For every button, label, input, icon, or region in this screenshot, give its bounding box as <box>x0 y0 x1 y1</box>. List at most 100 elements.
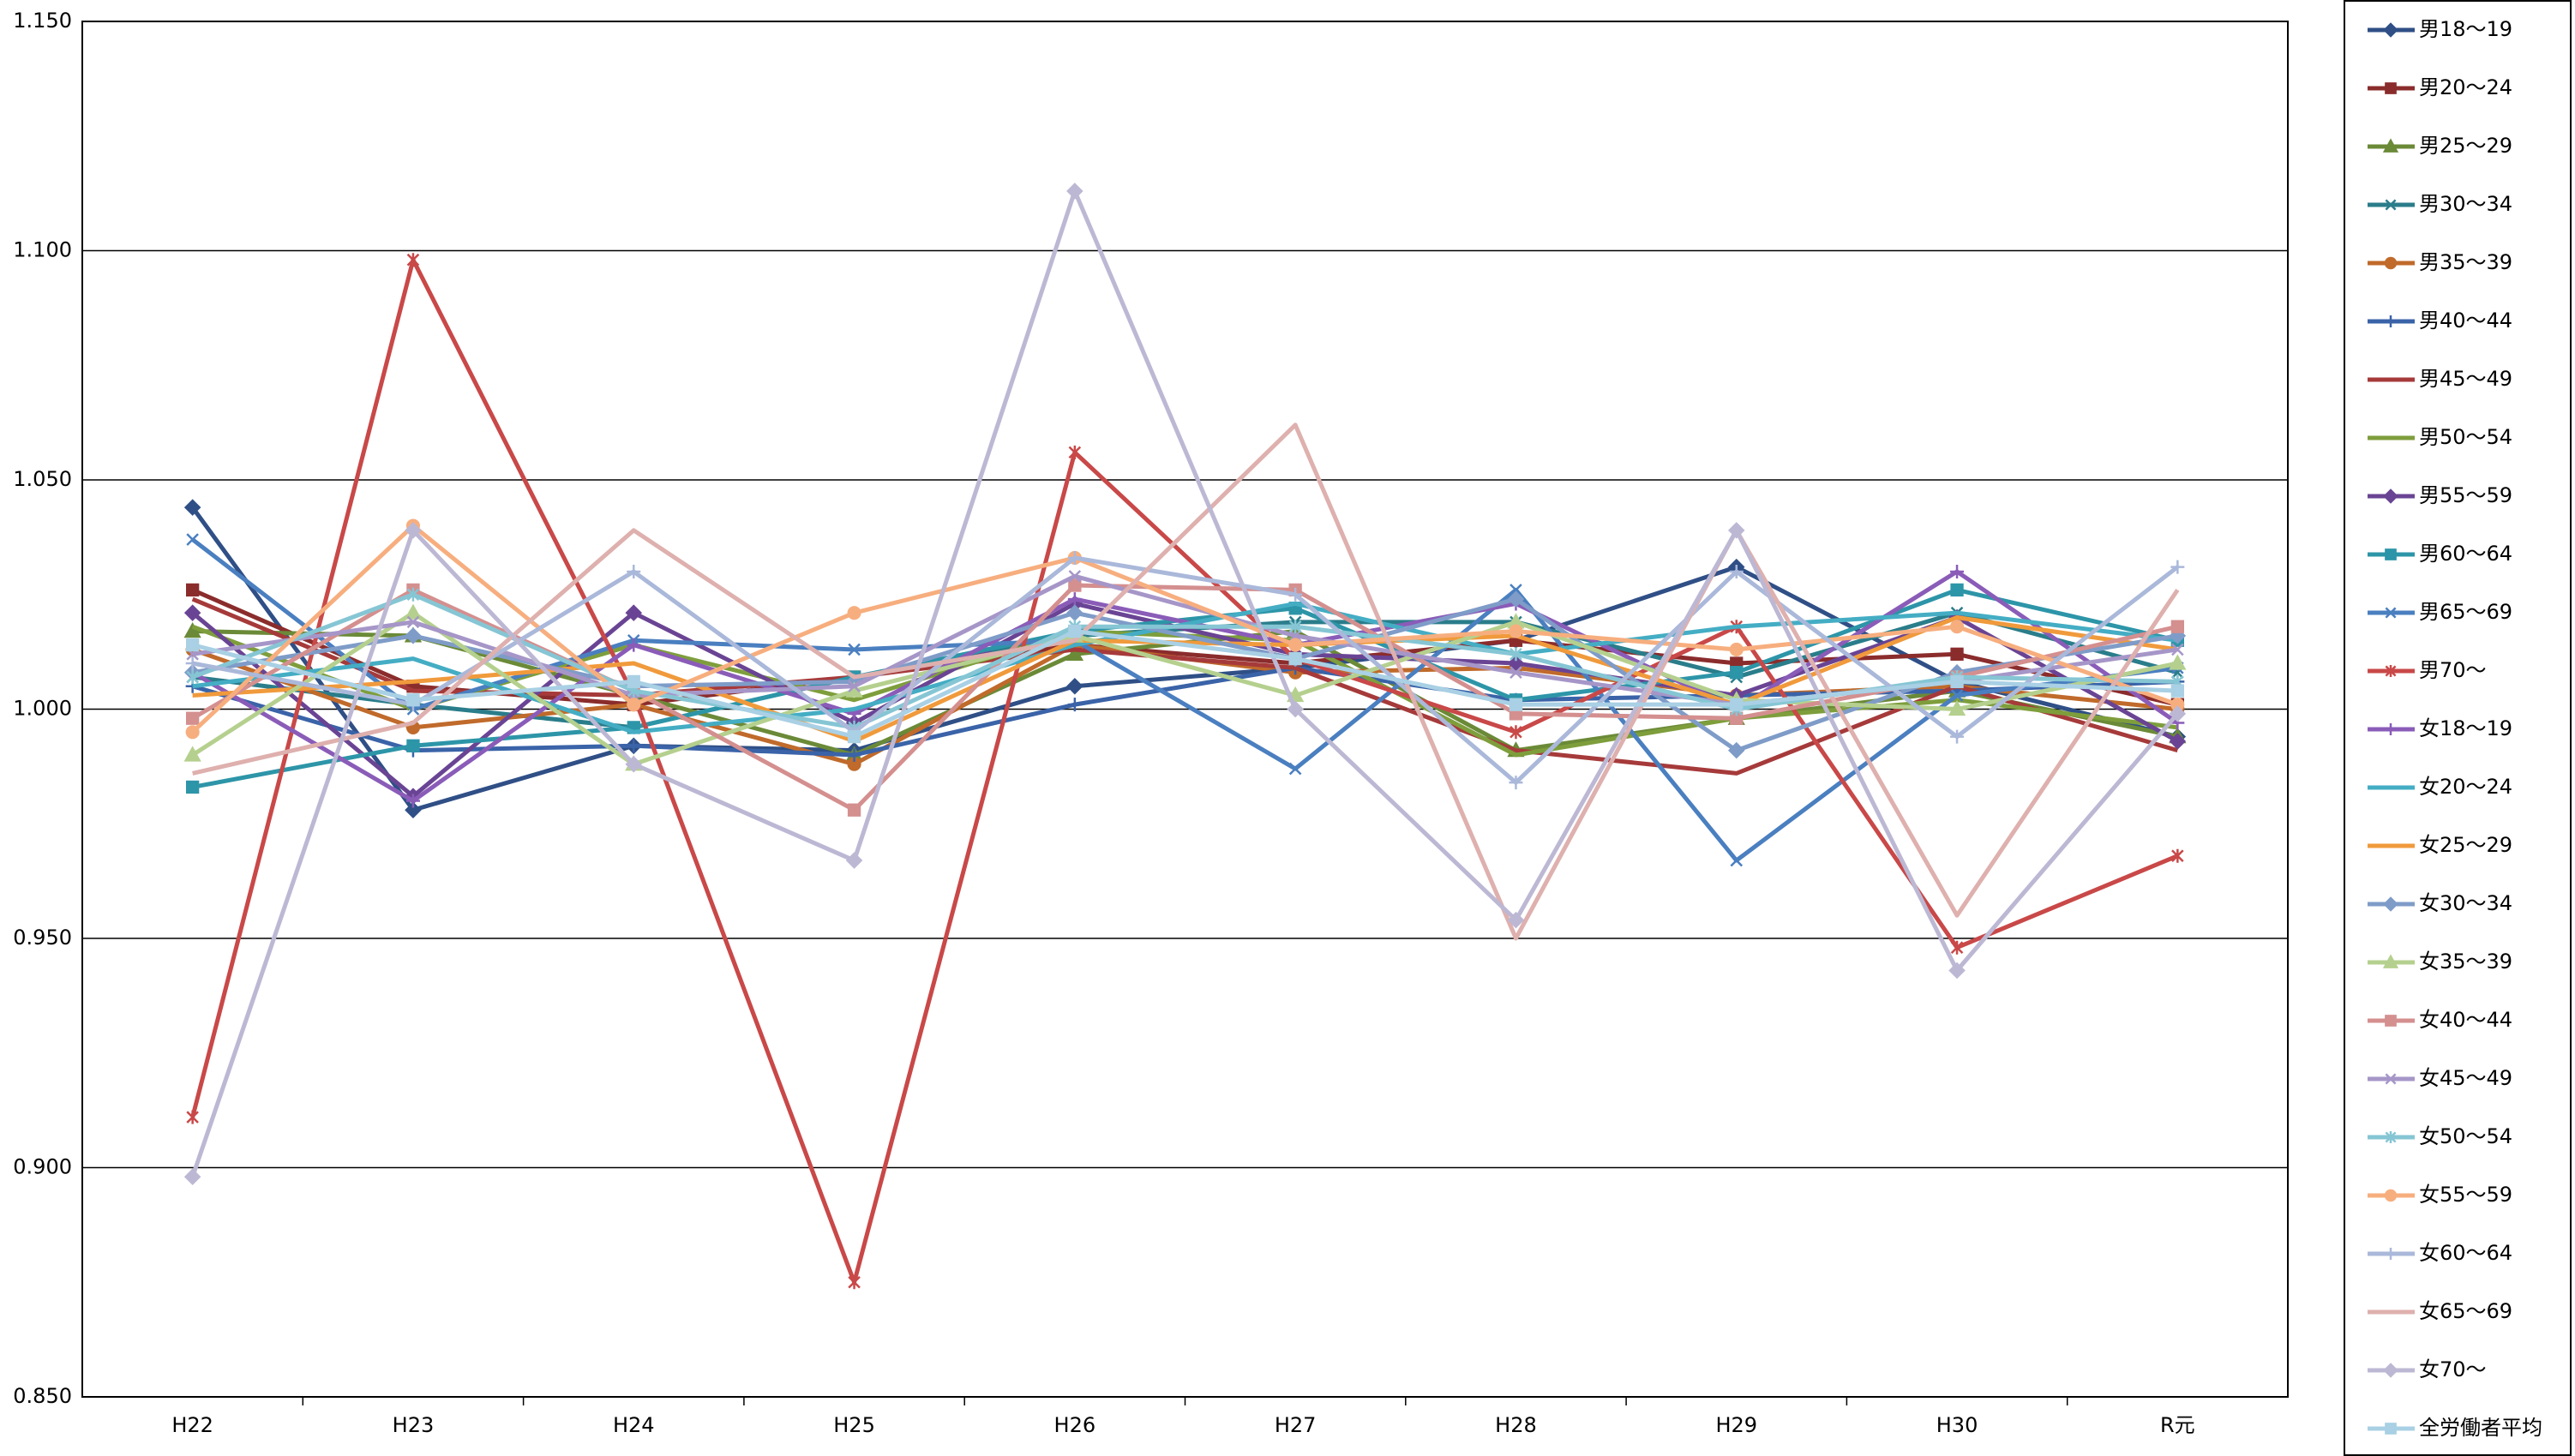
marker <box>1288 620 1302 634</box>
legend-label: 女60～64 <box>2419 1241 2512 1265</box>
legend-marker <box>2385 548 2397 560</box>
series-line <box>190 506 2178 812</box>
marker <box>848 643 861 656</box>
marker <box>186 1110 199 1124</box>
legend-label: 女65～69 <box>2419 1299 2512 1323</box>
series-line <box>190 257 2179 1285</box>
legend-marker <box>2385 199 2397 211</box>
legend-marker <box>2385 1248 2397 1260</box>
y-tick-label: 1.100 <box>13 238 72 262</box>
legend-marker <box>2383 1363 2398 1378</box>
marker <box>1507 655 1525 672</box>
x-tick-label: H24 <box>613 1413 655 1437</box>
marker <box>1948 962 1966 980</box>
marker <box>1510 584 1522 596</box>
marker <box>627 638 641 652</box>
marker <box>1950 647 1964 661</box>
marker <box>1950 689 1964 702</box>
series-line <box>191 569 2179 803</box>
legend-marker <box>2382 138 2399 153</box>
marker <box>627 739 641 753</box>
marker <box>186 638 200 652</box>
marker <box>1066 677 1083 695</box>
marker <box>847 729 861 744</box>
marker <box>186 780 200 794</box>
marker <box>186 583 200 597</box>
legend-label: 女18～19 <box>2419 716 2512 740</box>
marker <box>1068 624 1082 638</box>
marker <box>1950 565 1965 578</box>
marker <box>186 670 199 685</box>
marker <box>1509 624 1523 638</box>
marker <box>847 606 861 620</box>
marker <box>2170 620 2184 633</box>
marker <box>2169 733 2187 750</box>
legend-label: 男25～29 <box>2419 134 2512 158</box>
marker <box>405 627 422 644</box>
series-line <box>192 555 2179 785</box>
marker <box>2169 654 2187 670</box>
marker <box>1067 550 1082 565</box>
series-line <box>192 601 2178 734</box>
legend-label: 男45～49 <box>2419 367 2512 391</box>
marker <box>1065 644 1083 661</box>
marker <box>1510 666 1522 679</box>
marker <box>1066 183 1083 200</box>
marker <box>183 499 201 516</box>
x-tick-label: H29 <box>1715 1413 1757 1437</box>
x-tick-label: H25 <box>833 1413 875 1437</box>
legend-label: 男20～24 <box>2419 75 2512 99</box>
series-line <box>192 615 2178 744</box>
legend-label: 男50～54 <box>2419 425 2512 449</box>
marker <box>406 739 420 752</box>
marker <box>1288 587 1303 602</box>
marker <box>1507 911 1525 929</box>
marker <box>2170 560 2185 574</box>
legend-label: 男35～39 <box>2419 250 2512 274</box>
marker <box>186 533 199 546</box>
legend-marker <box>2383 896 2398 912</box>
x-tick-label: H30 <box>1936 1413 1978 1437</box>
marker <box>847 748 861 762</box>
x-tick-label: H23 <box>393 1413 435 1437</box>
marker <box>848 1275 861 1290</box>
marker <box>1068 570 1082 583</box>
marker <box>1730 666 1744 680</box>
marker <box>625 755 643 773</box>
y-tick-label: 0.900 <box>13 1155 72 1179</box>
legend-label: 男55～59 <box>2419 483 2512 507</box>
marker <box>1287 700 1304 718</box>
series-line <box>190 189 2180 1178</box>
series-line <box>192 422 2180 941</box>
legend-label: 男30～34 <box>2419 192 2512 216</box>
marker <box>1067 698 1082 712</box>
marker <box>1727 741 1745 759</box>
legend-marker <box>2383 22 2398 38</box>
marker <box>1068 578 1082 592</box>
marker <box>1510 725 1522 740</box>
legend-label: 女35～39 <box>2419 950 2512 974</box>
legend-marker <box>2385 82 2397 94</box>
marker <box>1950 583 1964 597</box>
marker <box>1950 729 1965 744</box>
marker <box>627 698 641 712</box>
legend-label: 女70～ <box>2419 1357 2487 1381</box>
x-tick-label: H28 <box>1495 1413 1537 1437</box>
marker <box>2169 705 2187 722</box>
legend-label: 女25～29 <box>2419 833 2512 857</box>
x-tick-label: R元 <box>2160 1413 2195 1437</box>
marker <box>627 674 640 689</box>
legend-label: 全労働者平均 <box>2419 1416 2542 1440</box>
marker <box>406 615 420 629</box>
legend-label: 女30～34 <box>2419 891 2512 915</box>
marker <box>405 801 422 818</box>
marker <box>845 852 863 869</box>
legend-label: 男40～44 <box>2419 309 2512 333</box>
marker <box>1730 854 1744 867</box>
marker <box>183 621 201 638</box>
legend-marker <box>2384 1189 2398 1202</box>
marker <box>1510 647 1522 662</box>
legend-marker <box>2385 315 2397 327</box>
